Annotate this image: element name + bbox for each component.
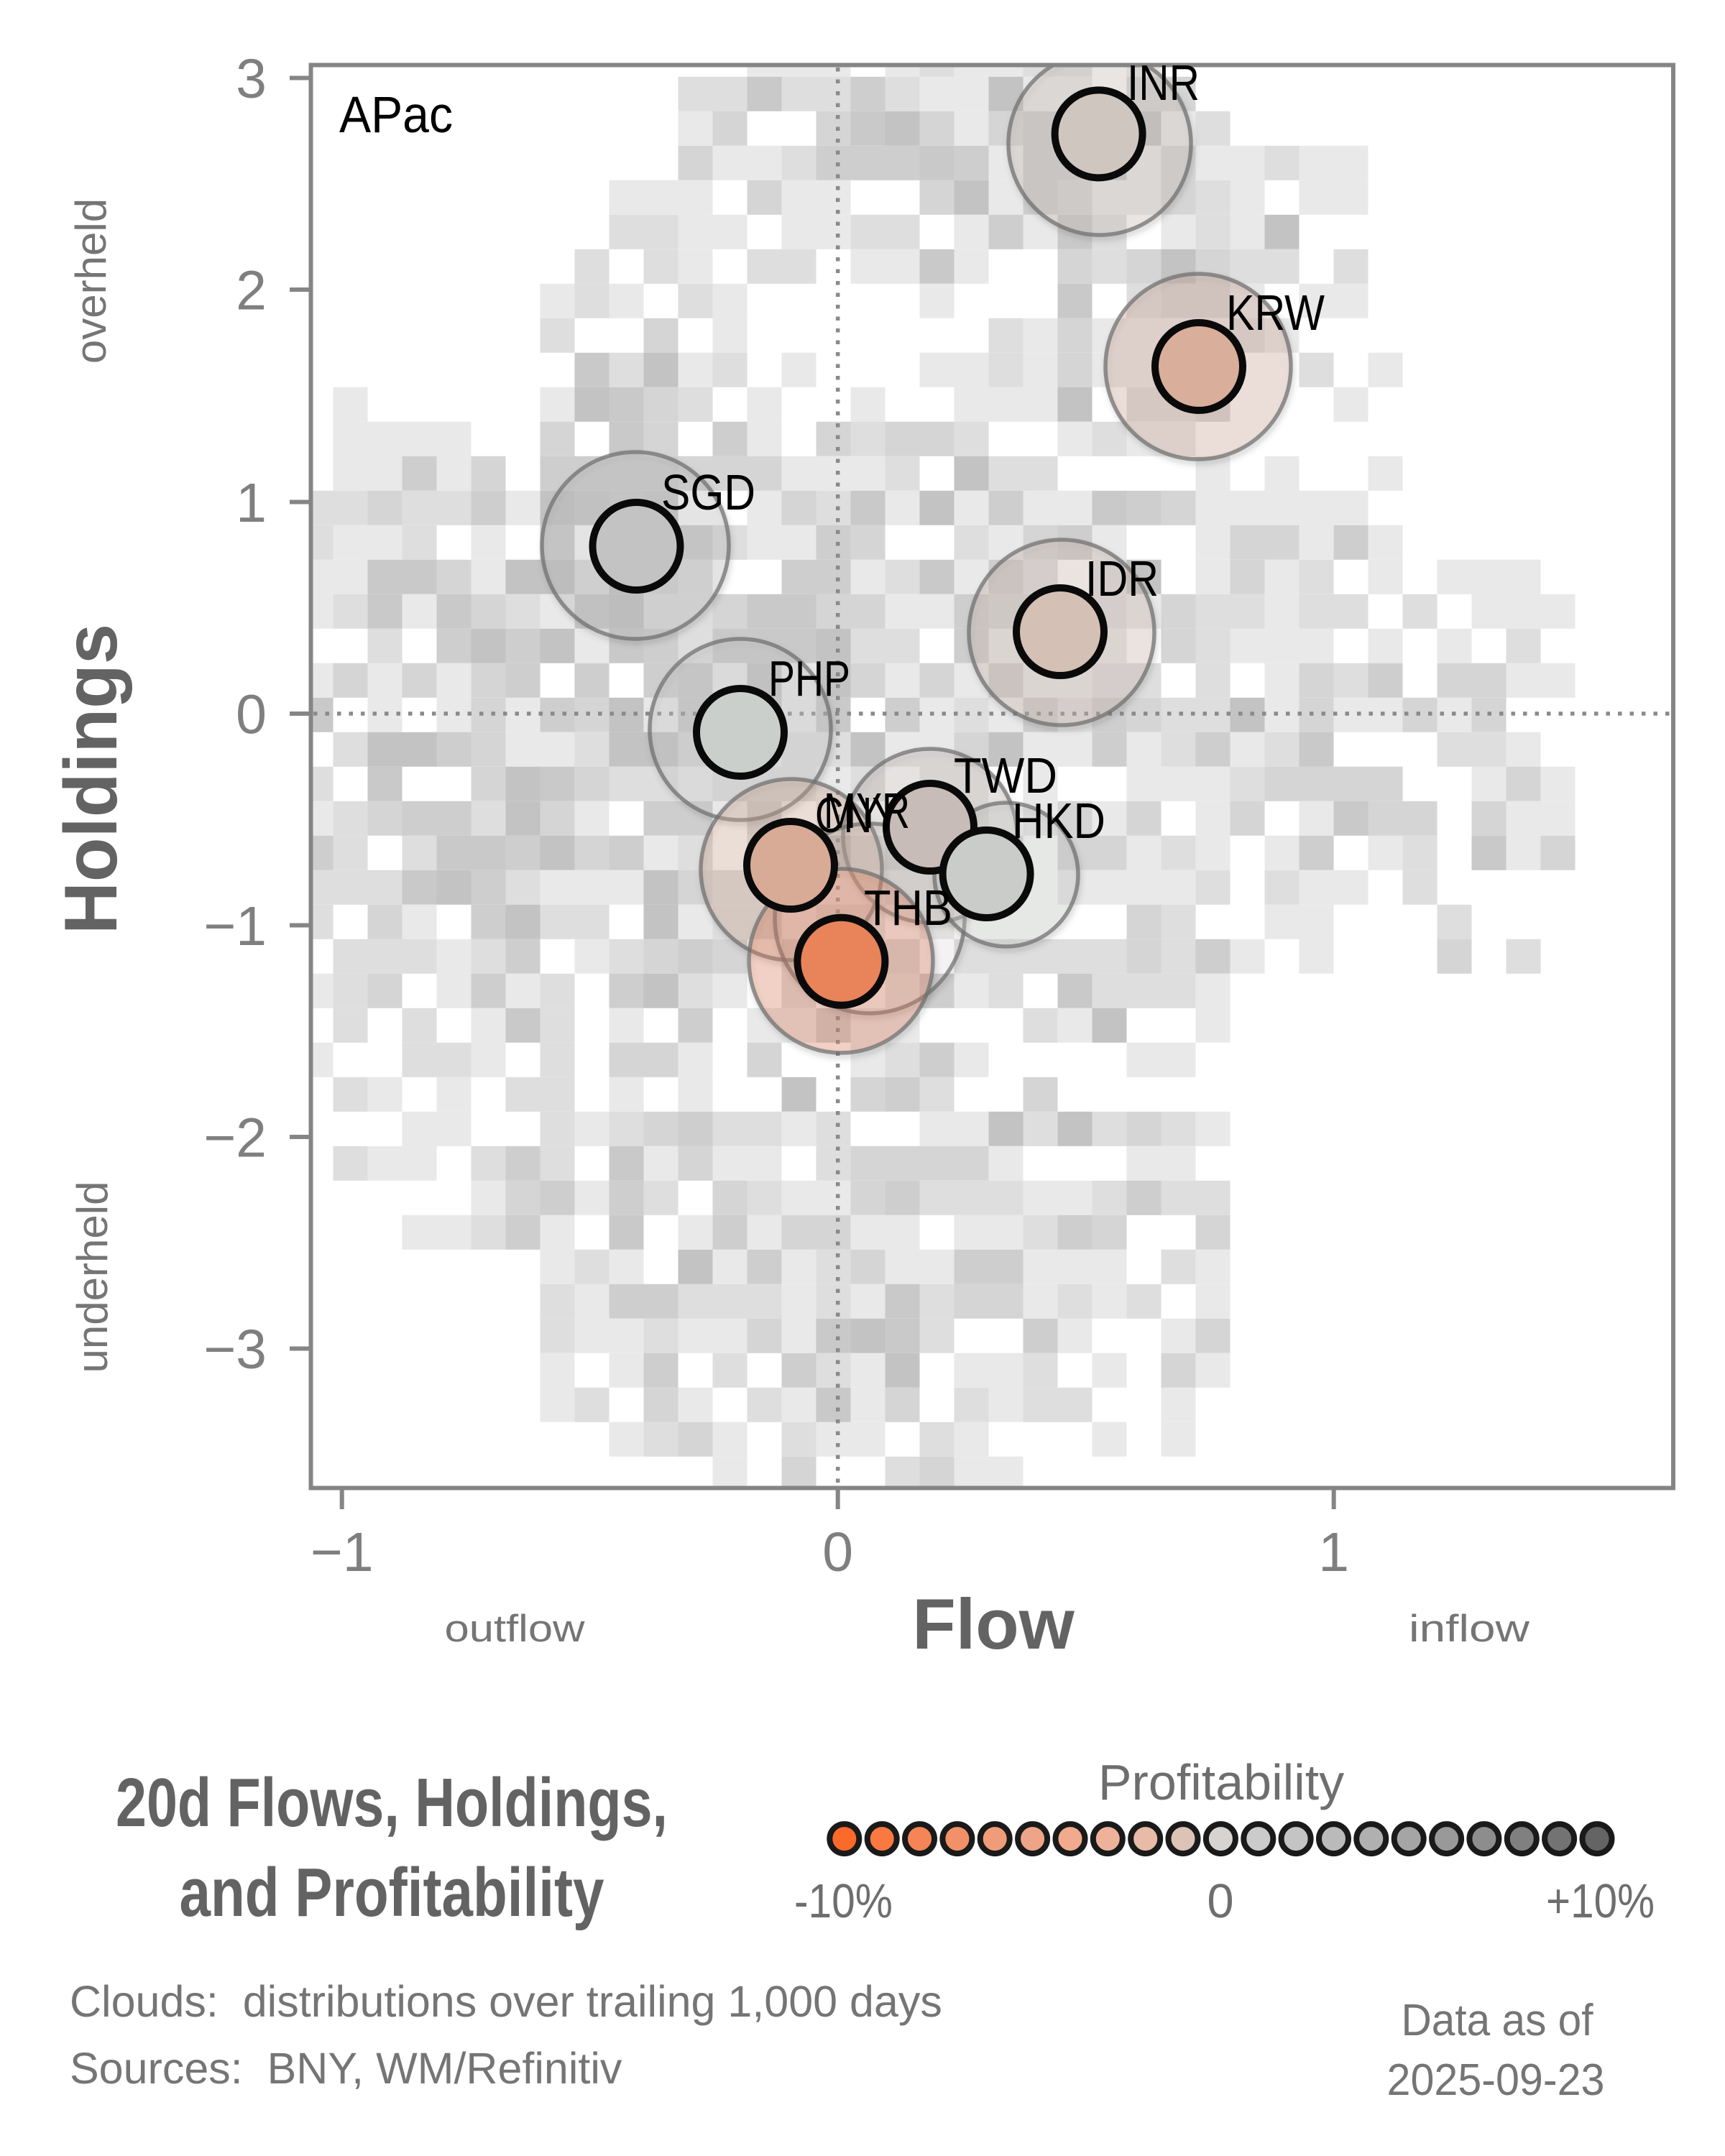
svg-text:KRW: KRW — [1226, 285, 1325, 341]
svg-text:0: 0 — [236, 684, 267, 746]
svg-text:-10%: -10% — [794, 1874, 893, 1928]
svg-text:−1: −1 — [203, 895, 267, 957]
svg-text:PHP: PHP — [768, 650, 850, 706]
svg-text:overheld: overheld — [67, 198, 115, 364]
svg-text:Data as of: Data as of — [1402, 1996, 1594, 2045]
svg-text:HKD: HKD — [1012, 793, 1105, 849]
svg-text:2: 2 — [236, 260, 267, 322]
svg-text:and Profitability: and Profitability — [180, 1854, 604, 1931]
svg-text:Sources: BNY, WM/Refinitiv: Sources: BNY, WM/Refinitiv — [70, 2044, 622, 2093]
svg-text:APac: APac — [339, 87, 453, 144]
svg-text:20d Flows, Holdings,: 20d Flows, Holdings, — [116, 1764, 668, 1841]
svg-text:Holdings: Holdings — [50, 624, 133, 934]
svg-text:IDR: IDR — [1085, 550, 1159, 607]
svg-text:underheld: underheld — [68, 1181, 116, 1373]
svg-text:−1: −1 — [310, 1521, 374, 1583]
svg-text:3: 3 — [236, 48, 267, 110]
svg-text:TWD: TWD — [954, 747, 1057, 803]
svg-text:−3: −3 — [203, 1319, 267, 1381]
svg-text:0: 0 — [822, 1521, 853, 1583]
svg-text:CNY: CNY — [815, 787, 898, 843]
svg-text:Flow: Flow — [912, 1584, 1075, 1664]
svg-text:Clouds: distributions over tr: Clouds: distributions over trailing 1,00… — [70, 1977, 942, 2026]
svg-text:MYR: MYR — [824, 783, 910, 839]
svg-text:SGD: SGD — [661, 464, 755, 520]
svg-text:inflow: inflow — [1409, 1608, 1530, 1650]
svg-text:outflow: outflow — [445, 1608, 586, 1650]
svg-text:1: 1 — [1318, 1521, 1349, 1583]
svg-text:2025-09-23: 2025-09-23 — [1387, 2055, 1605, 2105]
svg-text:THB: THB — [864, 880, 952, 936]
svg-text:1: 1 — [236, 472, 267, 534]
svg-text:−2: −2 — [203, 1107, 267, 1169]
svg-text:Profitability: Profitability — [1098, 1754, 1344, 1810]
svg-text:INR: INR — [1127, 55, 1200, 111]
svg-text:0: 0 — [1207, 1874, 1233, 1928]
svg-text:+10%: +10% — [1546, 1874, 1655, 1928]
